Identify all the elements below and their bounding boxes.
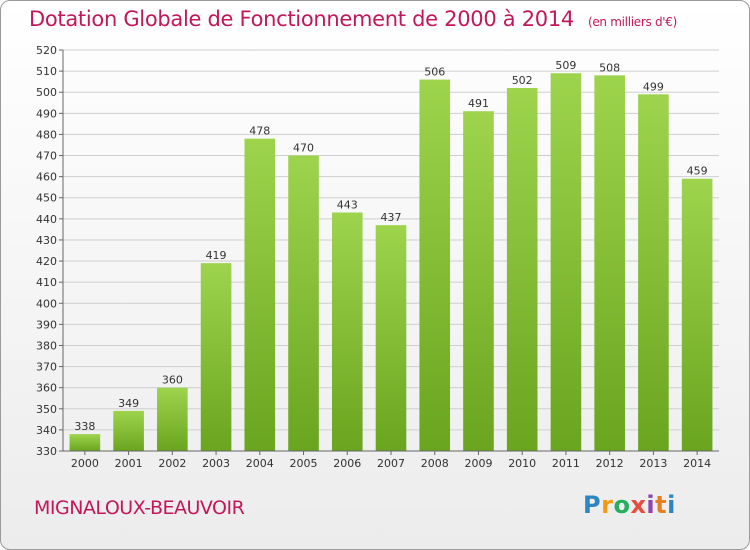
y-tick-label: 490 xyxy=(36,107,57,120)
bar xyxy=(200,263,232,451)
y-tick-label: 500 xyxy=(36,86,57,99)
title-text: Dotation Globale de Fonctionnement de 20… xyxy=(29,7,574,31)
x-tick-label: 2011 xyxy=(552,457,580,470)
x-tick-label: 2000 xyxy=(71,457,99,470)
commune-name: MIGNALOUX-BEAUVOIR xyxy=(34,497,245,519)
bar-value-label: 506 xyxy=(424,66,445,79)
bar xyxy=(550,73,582,451)
y-tick-label: 420 xyxy=(36,255,57,268)
bar-value-label: 419 xyxy=(206,249,227,262)
x-tick-label: 2006 xyxy=(333,457,361,470)
bar-value-label: 360 xyxy=(162,374,183,387)
proxiti-logo: Proxiti xyxy=(583,491,676,519)
x-tick-label: 2014 xyxy=(683,457,711,470)
bar-value-label: 508 xyxy=(599,61,620,74)
x-tick-label: 2004 xyxy=(246,457,274,470)
y-tick-label: 430 xyxy=(36,234,57,247)
bar xyxy=(331,212,363,451)
bar-value-label: 491 xyxy=(468,97,489,110)
y-tick-label: 400 xyxy=(36,297,57,310)
bar xyxy=(681,178,713,451)
y-tick-label: 350 xyxy=(36,403,57,416)
bar xyxy=(113,410,144,451)
bar-value-label: 502 xyxy=(512,74,533,87)
y-tick-label: 480 xyxy=(36,128,57,141)
bar-value-label: 443 xyxy=(337,199,358,212)
y-tick-label: 460 xyxy=(36,171,57,184)
bar xyxy=(375,225,407,451)
bar xyxy=(244,138,276,452)
bar xyxy=(69,434,101,451)
bar xyxy=(157,387,188,451)
y-tick-label: 360 xyxy=(36,382,57,395)
y-tick-label: 410 xyxy=(36,276,57,289)
x-tick-label: 2005 xyxy=(290,457,318,470)
chart-title: Dotation Globale de Fonctionnement de 20… xyxy=(29,7,677,31)
x-tick-label: 2010 xyxy=(508,457,536,470)
bar xyxy=(288,155,319,452)
x-tick-label: 2013 xyxy=(639,457,667,470)
y-tick-label: 470 xyxy=(36,150,57,163)
x-tick-label: 2009 xyxy=(464,457,492,470)
bar xyxy=(594,75,625,451)
y-tick-label: 370 xyxy=(36,361,57,374)
x-tick-label: 2002 xyxy=(158,457,186,470)
y-tick-label: 450 xyxy=(36,192,57,205)
bar xyxy=(506,87,538,451)
bar-value-label: 470 xyxy=(293,142,314,155)
bar xyxy=(638,94,669,452)
bar xyxy=(463,111,494,451)
y-tick-label: 510 xyxy=(36,65,57,78)
x-tick-label: 2001 xyxy=(115,457,143,470)
bar-value-label: 499 xyxy=(643,80,664,93)
bar-value-label: 349 xyxy=(118,397,139,410)
y-tick-label: 520 xyxy=(36,44,57,57)
chart-subtitle: (en milliers d'€) xyxy=(587,15,677,29)
x-tick-label: 2012 xyxy=(596,457,624,470)
x-tick-label: 2008 xyxy=(421,457,449,470)
y-tick-label: 340 xyxy=(36,424,57,437)
y-tick-label: 390 xyxy=(36,318,57,331)
bar-value-label: 459 xyxy=(687,165,708,178)
y-tick-label: 380 xyxy=(36,339,57,352)
bar-value-label: 437 xyxy=(381,211,402,224)
x-tick-label: 2007 xyxy=(377,457,405,470)
bar-value-label: 478 xyxy=(249,125,270,138)
bar xyxy=(419,79,451,452)
bar-value-label: 338 xyxy=(74,420,95,433)
x-tick-label: 2003 xyxy=(202,457,230,470)
y-tick-label: 330 xyxy=(36,445,57,458)
y-tick-label: 440 xyxy=(36,213,57,226)
bar-value-label: 509 xyxy=(555,59,576,72)
